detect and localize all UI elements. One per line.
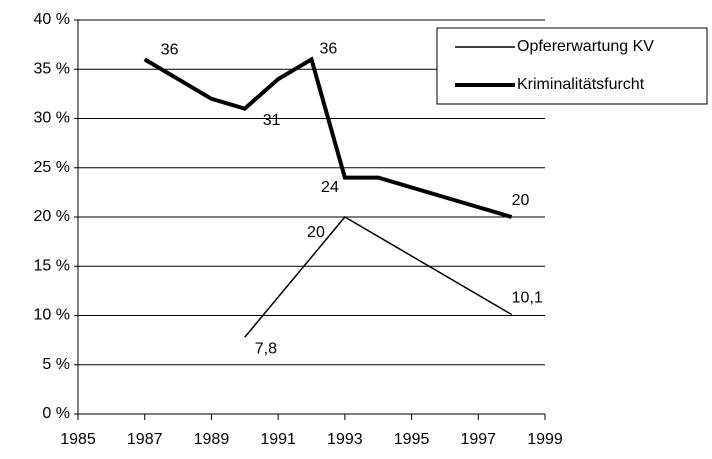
x-tick-label: 1989 bbox=[194, 431, 230, 448]
x-tick-label: 1993 bbox=[327, 431, 363, 448]
data-label: 36 bbox=[161, 42, 179, 59]
data-label: 10,1 bbox=[512, 290, 543, 307]
series-line bbox=[244, 216, 513, 338]
y-tick-label: 0 % bbox=[42, 405, 70, 422]
data-label: 20 bbox=[307, 224, 325, 241]
y-tick-label: 5 % bbox=[42, 356, 70, 373]
series-line bbox=[143, 56, 513, 219]
x-tick-label: 1995 bbox=[394, 431, 430, 448]
data-label: 31 bbox=[263, 112, 281, 129]
x-tick-label: 1997 bbox=[460, 431, 496, 448]
legend-box bbox=[436, 27, 708, 105]
y-tick-label: 40 % bbox=[34, 11, 70, 28]
x-tick-label: 1991 bbox=[260, 431, 296, 448]
data-label: 7,8 bbox=[255, 340, 277, 357]
data-label: 20 bbox=[512, 192, 530, 209]
y-tick-label: 35 % bbox=[34, 60, 70, 77]
y-tick-label: 25 % bbox=[34, 159, 70, 176]
y-tick-label: 30 % bbox=[34, 110, 70, 127]
legend-label: Kriminalitätsfurcht bbox=[517, 76, 645, 93]
x-tick-label: 1999 bbox=[527, 431, 563, 448]
y-tick-label: 15 % bbox=[34, 257, 70, 274]
data-label: 24 bbox=[321, 179, 339, 196]
y-tick-label: 10 % bbox=[34, 307, 70, 324]
data-label: 36 bbox=[320, 41, 338, 58]
y-tick-label: 20 % bbox=[34, 208, 70, 225]
x-tick-label: 1985 bbox=[60, 431, 96, 448]
legend-label: Opfererwartung KV bbox=[517, 38, 654, 55]
x-tick-label: 1987 bbox=[127, 431, 163, 448]
